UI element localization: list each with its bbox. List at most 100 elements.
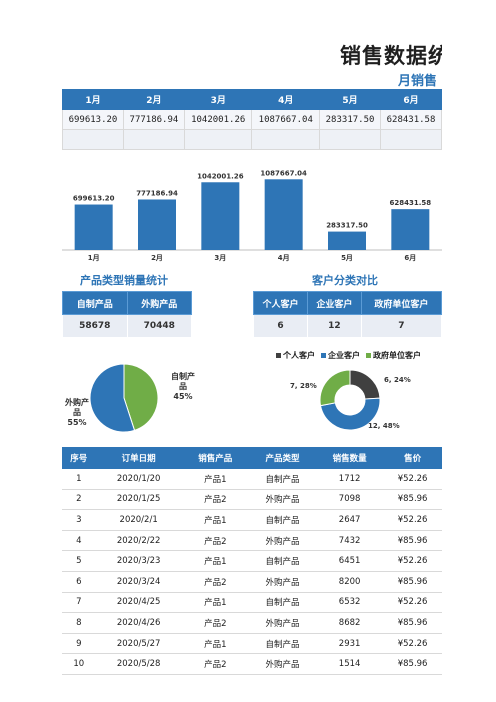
table-cell[interactable]: ¥85.96: [383, 530, 442, 552]
month-value[interactable]: 283317.50: [319, 109, 382, 130]
table-cell[interactable]: 2020/2/22: [95, 530, 182, 552]
customer-type-value[interactable]: 7: [360, 314, 442, 338]
empty-cell[interactable]: [380, 129, 442, 150]
customer-type-value[interactable]: 12: [306, 314, 362, 338]
table-cell[interactable]: 自制产品: [248, 550, 317, 572]
month-value[interactable]: 1042001.26: [183, 109, 253, 130]
table-cell[interactable]: 产品1: [181, 592, 249, 614]
table-cell[interactable]: 2020/1/25: [95, 489, 182, 511]
table-cell[interactable]: 4: [62, 530, 96, 552]
table-row[interactable]: 1 2020/1/20 产品1 自制产品 1712 ¥52.26: [62, 469, 442, 490]
table-cell[interactable]: ¥85.96: [383, 653, 442, 675]
table-cell[interactable]: 产品2: [181, 530, 249, 552]
bar[interactable]: [391, 209, 430, 250]
bar[interactable]: [264, 179, 303, 250]
table-cell[interactable]: 外购产品: [248, 530, 317, 552]
table-row[interactable]: 7 2020/4/25 产品1 自制产品 6532 ¥52.26: [62, 592, 442, 614]
empty-cell[interactable]: [183, 129, 253, 150]
donut-slice[interactable]: [349, 369, 381, 400]
table-cell[interactable]: 外购产品: [248, 571, 317, 593]
table-cell[interactable]: ¥52.26: [383, 633, 442, 655]
table-cell[interactable]: 8200: [316, 571, 384, 593]
table-cell[interactable]: 2020/1/20: [95, 469, 182, 490]
bar[interactable]: [138, 199, 176, 250]
table-cell[interactable]: 2020/2/1: [95, 509, 182, 531]
table-cell[interactable]: 产品2: [181, 489, 249, 511]
table-cell[interactable]: 2020/4/26: [95, 612, 182, 634]
month-value[interactable]: 1087667.04: [251, 109, 321, 130]
table-cell[interactable]: 8682: [316, 612, 384, 634]
product-type-value[interactable]: 58678: [62, 314, 128, 338]
month-value[interactable]: 628431.58: [380, 109, 442, 130]
table-cell[interactable]: 产品2: [181, 653, 249, 675]
month-value[interactable]: 777186.94: [122, 109, 185, 130]
table-cell[interactable]: 6451: [316, 550, 384, 572]
table-row[interactable]: 2 2020/1/25 产品2 外购产品 7098 ¥85.96: [62, 489, 442, 511]
table-cell[interactable]: 8: [62, 612, 96, 634]
empty-cell[interactable]: [251, 129, 321, 150]
table-cell[interactable]: 7: [62, 592, 96, 614]
table-row[interactable]: 10 2020/5/28 产品2 外购产品 1514 ¥85.96: [62, 653, 442, 675]
table-cell[interactable]: ¥85.96: [383, 489, 442, 511]
empty-cell[interactable]: [122, 129, 185, 150]
table-cell[interactable]: 自制产品: [248, 633, 317, 655]
table-cell[interactable]: 产品1: [181, 509, 249, 531]
table-cell[interactable]: 6532: [316, 592, 384, 614]
table-cell[interactable]: 2020/4/25: [95, 592, 182, 614]
table-cell[interactable]: 7098: [316, 489, 384, 511]
table-cell[interactable]: 9: [62, 633, 96, 655]
table-row[interactable]: 5 2020/3/23 产品1 自制产品 6451 ¥52.26: [62, 550, 442, 572]
pie-slice[interactable]: [89, 363, 136, 433]
empty-cell[interactable]: [319, 129, 382, 150]
product-type-value[interactable]: 70448: [126, 314, 192, 338]
table-row[interactable]: 4 2020/2/22 产品2 外购产品 7432 ¥85.96: [62, 530, 442, 552]
table-cell[interactable]: ¥85.96: [383, 612, 442, 634]
table-cell[interactable]: ¥52.26: [383, 592, 442, 614]
table-cell[interactable]: 5: [62, 550, 96, 572]
bar[interactable]: [74, 204, 113, 250]
table-row[interactable]: 3 2020/2/1 产品1 自制产品 2647 ¥52.26: [62, 509, 442, 531]
bar[interactable]: [328, 231, 366, 250]
empty-cell[interactable]: [62, 129, 124, 150]
table-cell[interactable]: 2647: [316, 509, 384, 531]
table-cell[interactable]: 自制产品: [248, 509, 317, 531]
table-cell[interactable]: ¥85.96: [383, 571, 442, 593]
table-cell[interactable]: 产品1: [181, 633, 249, 655]
table-cell[interactable]: 2020/3/24: [95, 571, 182, 593]
table-cell[interactable]: 7432: [316, 530, 384, 552]
table-cell[interactable]: 产品2: [181, 612, 249, 634]
table-cell[interactable]: 1514: [316, 653, 384, 675]
customer-type-donut-chart: [319, 369, 381, 431]
pie-slice[interactable]: [123, 363, 159, 431]
table-cell[interactable]: 2931: [316, 633, 384, 655]
donut-slice[interactable]: [319, 369, 351, 407]
table-row[interactable]: 6 2020/3/24 产品2 外购产品 8200 ¥85.96: [62, 571, 442, 593]
table-row[interactable]: 9 2020/5/27 产品1 自制产品 2931 ¥52.26: [62, 633, 442, 655]
table-cell[interactable]: ¥52.26: [383, 469, 442, 490]
table-cell[interactable]: 自制产品: [248, 469, 317, 490]
table-cell[interactable]: 产品1: [181, 550, 249, 572]
table-cell[interactable]: ¥52.26: [383, 550, 442, 572]
table-cell[interactable]: 2020/3/23: [95, 550, 182, 572]
table-cell[interactable]: 2020/5/28: [95, 653, 182, 675]
monthly-value-row: 699613.20 777186.94 1042001.26 1087667.0…: [62, 109, 442, 130]
table-cell[interactable]: 自制产品: [248, 592, 317, 614]
table-cell[interactable]: 2: [62, 489, 96, 511]
table-cell[interactable]: 外购产品: [248, 489, 317, 511]
table-cell[interactable]: 产品2: [181, 571, 249, 593]
donut-slice[interactable]: [319, 397, 381, 431]
table-cell[interactable]: 产品1: [181, 469, 249, 490]
table-cell[interactable]: 2020/5/27: [95, 633, 182, 655]
table-cell[interactable]: 3: [62, 509, 96, 531]
table-cell[interactable]: 10: [62, 653, 96, 675]
month-value[interactable]: 699613.20: [62, 109, 124, 130]
table-cell[interactable]: 外购产品: [248, 612, 317, 634]
bar[interactable]: [201, 182, 240, 250]
table-cell[interactable]: ¥52.26: [383, 509, 442, 531]
table-cell[interactable]: 1: [62, 469, 96, 490]
table-row[interactable]: 8 2020/4/26 产品2 外购产品 8682 ¥85.96: [62, 612, 442, 634]
table-cell[interactable]: 6: [62, 571, 96, 593]
customer-type-value[interactable]: 6: [253, 314, 308, 338]
table-cell[interactable]: 外购产品: [248, 653, 317, 675]
table-cell[interactable]: 1712: [316, 469, 384, 490]
